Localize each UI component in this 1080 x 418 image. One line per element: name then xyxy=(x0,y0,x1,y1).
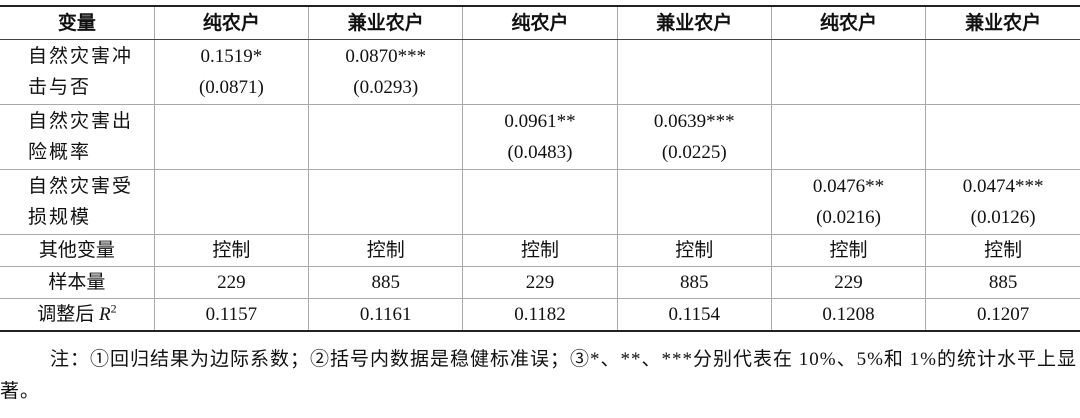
header-cell: 兼业农户 xyxy=(925,6,1080,40)
cell: 0.1519* (0.0871) xyxy=(153,39,310,105)
row-label: 自然灾害冲击与否 xyxy=(0,39,155,105)
label-sup: 2 xyxy=(110,301,117,316)
cell: 控制 xyxy=(770,234,927,267)
cell: 0.0476** (0.0216) xyxy=(770,169,927,235)
std-error: (0.0216) xyxy=(816,207,881,228)
cell: 0.0474*** (0.0126) xyxy=(925,169,1080,235)
cell: 229 xyxy=(462,266,618,299)
cell: 控制 xyxy=(153,234,310,267)
cell: 0.1157 xyxy=(153,298,310,332)
cell: 控制 xyxy=(925,234,1080,267)
cell: 控制 xyxy=(308,234,464,267)
row-label: 调整后 R2 xyxy=(0,298,155,332)
page: 变量 纯农户 兼业农户 纯农户 兼业农户 纯农户 兼业农户 自然灾害冲击与否 0.1519*(… xyxy=(0,5,1080,418)
row-label: 自然灾害出险概率 xyxy=(0,104,155,170)
cell: 0.0639*** (0.0225) xyxy=(616,104,772,170)
empty-cell xyxy=(308,104,464,170)
table-row: 调整后 R2 0.1157 0.1161 0.1182 0.1154 0.1208 0.12… xyxy=(0,298,1080,332)
cell: 0.0870*** (0.0293) xyxy=(308,39,464,105)
empty-cell xyxy=(925,104,1080,170)
coefficient: 0.0474*** xyxy=(962,176,1044,197)
header-cell: 变量 xyxy=(0,6,155,40)
cell: 229 xyxy=(770,266,927,299)
label-var: R xyxy=(98,304,111,325)
header-cell: 兼业农户 xyxy=(308,6,464,40)
empty-cell xyxy=(153,104,310,170)
empty-cell xyxy=(616,169,772,235)
table-row: 自然灾害冲击与否 0.1519* (0.0871) 0.0870*** (0.0293) xyxy=(0,39,1080,105)
row-label: 样本量 xyxy=(0,266,155,299)
header-cell: 兼业农户 xyxy=(616,6,772,40)
header-cell: 纯农户 xyxy=(770,6,927,40)
row-label: 自然灾害受损规模 xyxy=(0,169,155,235)
table-row: 自然灾害出险概率 0.0961** (0.0483) 0.0639*** (0.0225… xyxy=(0,104,1080,170)
table-row: 样本量 229 885 229 885 229 885 xyxy=(0,266,1080,299)
row-label: 其他变量 xyxy=(0,234,155,267)
cell: 0.0961** (0.0483) xyxy=(462,104,618,170)
header-row: 变量 纯农户 兼业农户 纯农户 兼业农户 纯农户 兼业农户 xyxy=(0,6,1080,40)
note: 注：①回归结果为边际系数；②括号内数据是稳健标准误；③*、**、***分别代表在… xyxy=(0,349,1077,402)
cell: 885 xyxy=(616,266,772,299)
cell: 控制 xyxy=(462,234,618,267)
cell: 0.1154 xyxy=(616,298,772,332)
cell: 885 xyxy=(308,266,464,299)
cell: 229 xyxy=(153,266,310,299)
cell: 0.1182 xyxy=(462,298,618,332)
header-cell: 纯农户 xyxy=(462,6,618,40)
header-cell: 纯农户 xyxy=(153,6,310,40)
coefficient: 0.0639*** xyxy=(653,111,735,132)
std-error: (0.0483) xyxy=(507,142,573,163)
results-table: 变量 纯农户 兼业农户 纯农户 兼业农户 纯农户 兼业农户 自然灾害冲击与否 0.1519*(… xyxy=(0,5,1080,332)
std-error: (0.0126) xyxy=(970,207,1036,228)
std-error: (0.0293) xyxy=(353,77,419,98)
cell: 控制 xyxy=(616,234,772,267)
empty-cell xyxy=(153,169,310,235)
empty-cell xyxy=(462,169,618,235)
empty-cell xyxy=(308,169,464,235)
table-row: 自然灾害受损规模 0.0476** (0.0216) 0.0474*** (0.0126… xyxy=(0,169,1080,235)
std-error: (0.0871) xyxy=(198,77,264,98)
empty-cell xyxy=(616,39,772,105)
cell: 0.1208 xyxy=(770,298,927,332)
coefficient: 0.0476** xyxy=(812,176,885,197)
cell: 0.1207 xyxy=(925,298,1080,332)
coefficient: 0.1519* xyxy=(200,46,263,67)
empty-cell xyxy=(925,39,1080,105)
cell: 885 xyxy=(925,266,1080,299)
std-error: (0.0225) xyxy=(661,142,727,163)
coefficient: 0.0870*** xyxy=(345,46,427,67)
empty-cell xyxy=(770,39,927,105)
cell: 0.1161 xyxy=(308,298,464,332)
empty-cell xyxy=(770,104,927,170)
table-head: 变量 纯农户 兼业农户 纯农户 兼业农户 纯农户 兼业农户 xyxy=(0,6,1080,40)
table-row: 其他变量 控制 控制 控制 控制 控制 控制 xyxy=(0,234,1080,267)
table-body: 自然灾害冲击与否 0.1519* (0.0871) 0.0870*** (0.0293)… xyxy=(0,39,1080,332)
label-text: 调整后 xyxy=(37,304,95,325)
coefficient: 0.0961** xyxy=(504,111,576,132)
empty-cell xyxy=(462,39,618,105)
